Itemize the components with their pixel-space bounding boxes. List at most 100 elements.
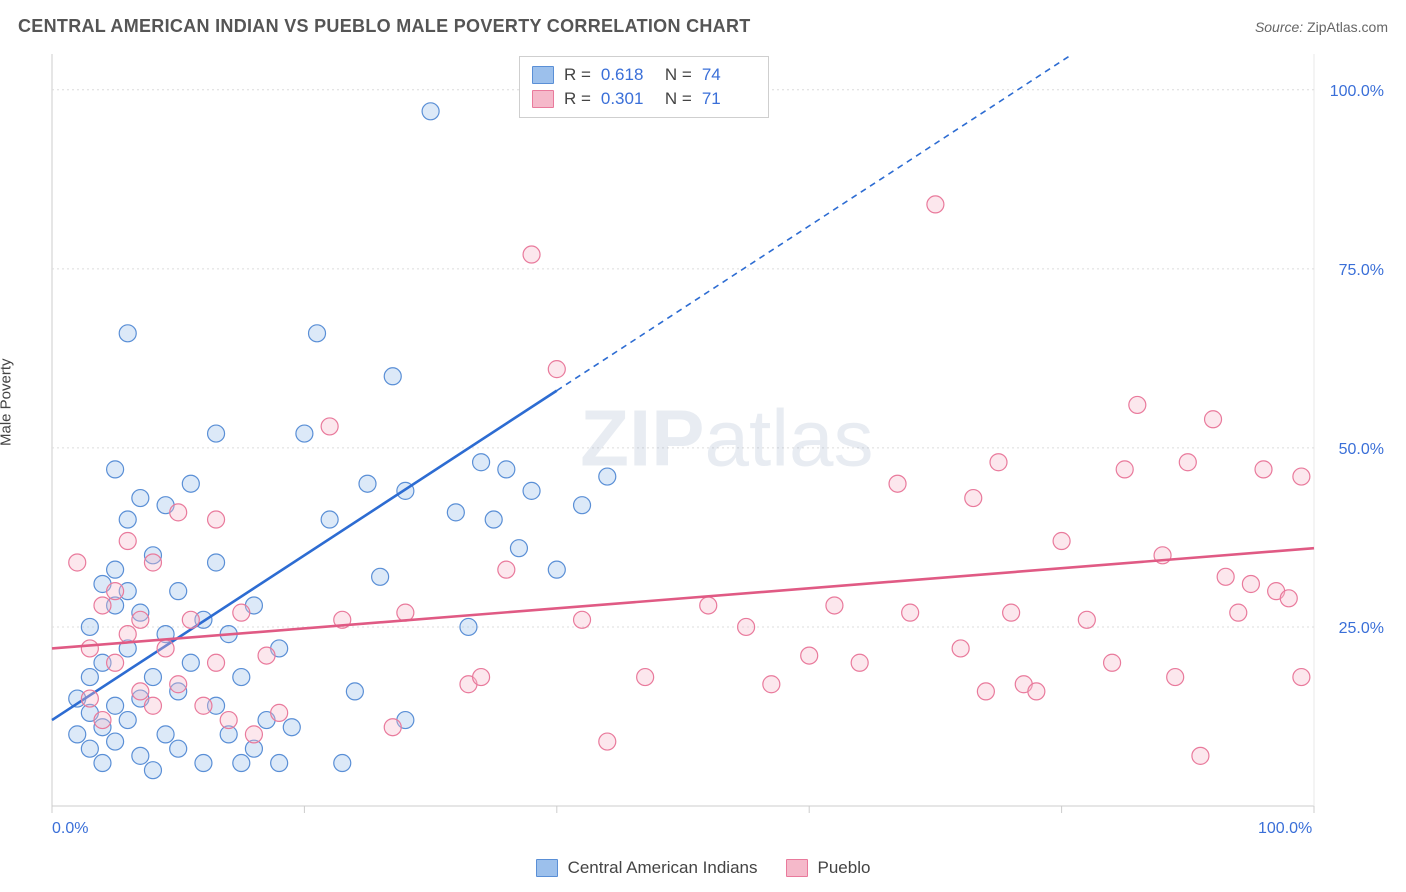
data-point: [157, 726, 174, 743]
data-point: [119, 325, 136, 342]
legend-n-value: 74: [702, 63, 756, 87]
y-tick-label: 75.0%: [1339, 262, 1384, 279]
data-point: [965, 490, 982, 507]
data-point: [81, 740, 98, 757]
data-point: [258, 647, 275, 664]
legend-r-prefix: R =: [564, 63, 591, 87]
data-point: [510, 540, 527, 557]
data-point: [384, 368, 401, 385]
y-tick-label: 25.0%: [1339, 620, 1384, 637]
data-point: [81, 640, 98, 657]
data-point: [700, 597, 717, 614]
data-point: [523, 482, 540, 499]
data-point: [801, 647, 818, 664]
data-point: [132, 611, 149, 628]
data-point: [119, 511, 136, 528]
data-point: [498, 461, 515, 478]
data-point: [81, 669, 98, 686]
data-point: [485, 511, 502, 528]
source-credit: Source: ZipAtlas.com: [1255, 19, 1388, 35]
data-point: [460, 618, 477, 635]
legend-n-prefix: N =: [665, 87, 692, 111]
x-axis-origin-label: 0.0%: [52, 820, 88, 838]
data-point: [952, 640, 969, 657]
y-tick-label: 50.0%: [1339, 441, 1384, 458]
series-legend-item: Central American Indians: [536, 858, 758, 878]
x-axis-max-label: 100.0%: [1258, 820, 1312, 838]
data-point: [107, 461, 124, 478]
data-point: [69, 554, 86, 571]
data-point: [372, 568, 389, 585]
data-point: [107, 583, 124, 600]
data-point: [170, 676, 187, 693]
data-point: [826, 597, 843, 614]
legend-r-value: 0.618: [601, 63, 655, 87]
data-point: [271, 704, 288, 721]
data-point: [1116, 461, 1133, 478]
data-point: [1167, 669, 1184, 686]
data-point: [157, 640, 174, 657]
data-point: [233, 604, 250, 621]
legend-n-prefix: N =: [665, 63, 692, 87]
data-point: [1230, 604, 1247, 621]
legend-r-value: 0.301: [601, 87, 655, 111]
data-point: [990, 454, 1007, 471]
data-point: [1293, 468, 1310, 485]
data-point: [763, 676, 780, 693]
data-point: [1205, 411, 1222, 428]
data-point: [94, 755, 111, 772]
data-point: [170, 504, 187, 521]
series-label: Pueblo: [818, 858, 871, 878]
data-point: [208, 654, 225, 671]
data-point: [334, 755, 351, 772]
data-point: [574, 611, 591, 628]
data-point: [170, 583, 187, 600]
data-point: [397, 604, 414, 621]
data-point: [208, 511, 225, 528]
data-point: [144, 697, 161, 714]
series-legend: Central American Indians Pueblo: [0, 858, 1406, 878]
data-point: [208, 425, 225, 442]
data-point: [1242, 575, 1259, 592]
data-point: [1129, 396, 1146, 413]
data-point: [523, 246, 540, 263]
data-point: [346, 683, 363, 700]
data-point: [1192, 747, 1209, 764]
data-point: [1179, 454, 1196, 471]
data-point: [1078, 611, 1095, 628]
plot-area: 25.0%50.0%75.0%100.0% ZIPatlas R =0.618N…: [48, 50, 1388, 836]
data-point: [208, 554, 225, 571]
data-point: [107, 733, 124, 750]
data-point: [977, 683, 994, 700]
data-point: [245, 726, 262, 743]
data-point: [637, 669, 654, 686]
data-point: [144, 762, 161, 779]
data-point: [498, 561, 515, 578]
data-point: [296, 425, 313, 442]
source-name: ZipAtlas.com: [1307, 19, 1388, 35]
data-point: [233, 669, 250, 686]
chart-title: CENTRAL AMERICAN INDIAN VS PUEBLO MALE P…: [18, 16, 751, 37]
legend-r-prefix: R =: [564, 87, 591, 111]
legend-n-value: 71: [702, 87, 756, 111]
source-label: Source:: [1255, 19, 1303, 35]
data-point: [81, 690, 98, 707]
legend-stat-row: R = 0.301 N = 71: [532, 87, 756, 111]
data-point: [107, 697, 124, 714]
data-point: [574, 497, 591, 514]
data-point: [220, 712, 237, 729]
data-point: [119, 533, 136, 550]
scatter-plot-svg: 25.0% 50.0% 75.0% 100.0%: [48, 50, 1388, 836]
data-point: [94, 712, 111, 729]
data-point: [1280, 590, 1297, 607]
correlation-legend: R = 0.618 N = 74 R = 0.301 N = 71: [519, 56, 769, 118]
y-axis-label: Male Poverty: [0, 358, 15, 446]
data-point: [1028, 683, 1045, 700]
data-point: [144, 669, 161, 686]
data-point: [94, 597, 111, 614]
data-point: [182, 611, 199, 628]
data-point: [548, 561, 565, 578]
legend-swatch: [532, 90, 554, 108]
data-point: [321, 511, 338, 528]
data-point: [927, 196, 944, 213]
